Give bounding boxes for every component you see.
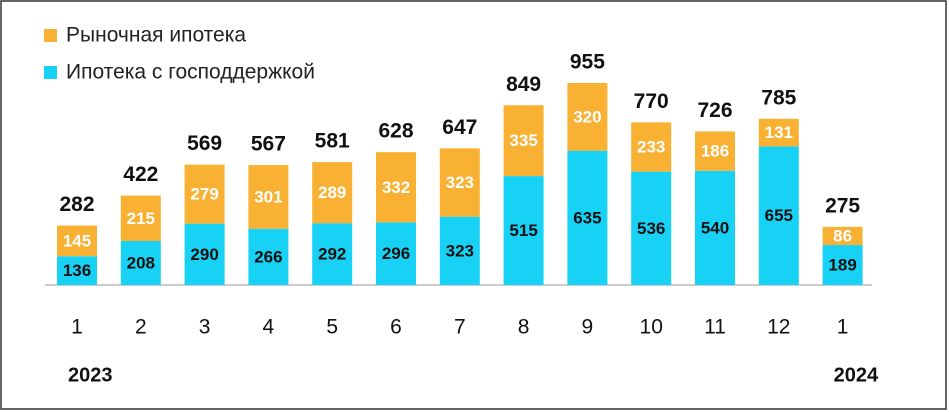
bar-segment xyxy=(184,164,225,224)
total-label: 849 xyxy=(506,73,541,96)
bar-segment xyxy=(312,162,353,224)
year-label: 2023 xyxy=(68,364,113,386)
x-tick-label: 12 xyxy=(767,316,790,339)
total-label: 647 xyxy=(442,116,477,139)
bar-segment xyxy=(184,223,225,285)
bar-segment xyxy=(822,245,863,285)
segment-label: 292 xyxy=(318,245,346,264)
segment-label: 655 xyxy=(765,206,793,225)
x-tick-label: 8 xyxy=(518,316,530,339)
bar-segment xyxy=(758,118,799,147)
legend-label: Рыночная ипотека xyxy=(66,24,246,47)
bar-segment xyxy=(248,228,289,285)
x-tick-label: 1 xyxy=(71,316,83,339)
segment-label: 233 xyxy=(637,137,665,156)
segment-label: 266 xyxy=(254,247,282,266)
bar-segment xyxy=(631,122,672,172)
x-tick-label: 3 xyxy=(199,316,211,339)
total-label: 581 xyxy=(315,130,350,153)
bar-segment xyxy=(248,165,289,229)
segment-label: 86 xyxy=(833,226,852,245)
x-tick-label: 2 xyxy=(135,316,147,339)
total-label: 282 xyxy=(59,193,94,216)
segment-label: 635 xyxy=(573,208,601,227)
segment-label: 536 xyxy=(637,219,665,238)
segment-label: 131 xyxy=(765,123,793,142)
segment-label: 186 xyxy=(701,142,729,161)
total-label: 726 xyxy=(697,99,732,122)
total-label: 785 xyxy=(761,86,796,109)
bar-segment xyxy=(822,226,863,246)
bar-segment xyxy=(376,152,416,223)
bar-segment xyxy=(57,225,97,257)
x-tick-label: 10 xyxy=(640,316,663,339)
segment-label: 145 xyxy=(63,231,91,250)
x-tick-label: 9 xyxy=(582,316,594,339)
segment-label: 290 xyxy=(190,245,218,264)
segment-label: 320 xyxy=(573,107,601,126)
total-label: 275 xyxy=(825,194,860,217)
bar-segment xyxy=(120,195,161,242)
segment-label: 189 xyxy=(828,255,856,274)
x-tick-label: 4 xyxy=(263,316,275,339)
legend-swatch xyxy=(44,66,57,79)
bar-segment xyxy=(57,256,97,285)
bar-segment xyxy=(439,148,480,217)
total-label: 628 xyxy=(378,120,413,143)
bar-segment xyxy=(376,222,416,285)
year-label: 2024 xyxy=(834,364,879,386)
x-tick-label: 1 xyxy=(837,316,849,339)
total-label: 569 xyxy=(187,132,222,155)
bar-segment xyxy=(439,216,480,285)
segment-label: 296 xyxy=(382,244,410,263)
segment-label: 332 xyxy=(382,178,410,197)
bar-segment xyxy=(695,170,735,285)
bar-segment xyxy=(695,131,735,171)
segment-label: 289 xyxy=(318,183,346,202)
segment-label: 515 xyxy=(509,221,537,240)
segment-label: 301 xyxy=(254,187,282,206)
segment-label: 323 xyxy=(446,241,474,260)
bar-segment xyxy=(631,171,672,285)
segment-label: 540 xyxy=(701,218,729,237)
bar-segment xyxy=(758,146,799,285)
x-tick-label: 11 xyxy=(704,316,726,339)
x-tick-label: 7 xyxy=(454,316,466,339)
segment-label: 136 xyxy=(63,261,91,280)
bar-segment xyxy=(120,241,161,285)
x-tick-label: 6 xyxy=(390,316,402,339)
segment-label: 215 xyxy=(127,209,155,228)
segment-label: 208 xyxy=(127,253,155,272)
bar-segment xyxy=(567,150,608,285)
total-label: 770 xyxy=(634,90,669,113)
bar-segment xyxy=(503,105,544,177)
segment-label: 323 xyxy=(446,173,474,192)
x-tick-label: 5 xyxy=(326,316,338,339)
legend-label: Ипотека с господдержкой xyxy=(66,61,315,84)
segment-label: 279 xyxy=(190,185,218,204)
total-label: 955 xyxy=(570,51,605,74)
bar-segment xyxy=(567,83,608,151)
segment-label: 335 xyxy=(509,131,537,150)
total-label: 567 xyxy=(251,133,286,156)
bar-segment xyxy=(503,176,544,285)
bar-segment xyxy=(312,223,353,285)
total-label: 422 xyxy=(123,163,158,186)
legend-swatch xyxy=(44,29,57,42)
